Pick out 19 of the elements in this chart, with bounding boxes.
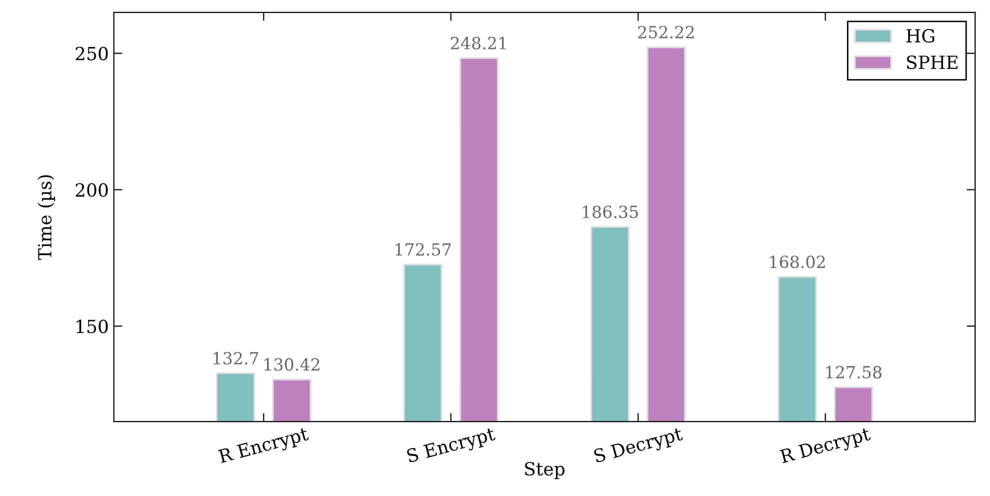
y-tick-label: 200: [76, 183, 108, 197]
data-label: 168.02: [770, 256, 825, 268]
legend-label: SPHE: [906, 55, 958, 70]
x-axis-title: Step: [525, 462, 565, 480]
x-tick-label: S Encrypt: [406, 426, 497, 466]
legend-label: HG: [906, 28, 934, 43]
data-label: 127.58: [826, 366, 882, 378]
y-axis-title: Time (µs): [38, 175, 56, 260]
x-tick-label: S Decrypt: [593, 426, 684, 467]
x-tick-label: R Encrypt: [218, 426, 310, 467]
data-label: 132.7: [214, 352, 258, 365]
data-label: 130.42: [264, 358, 320, 371]
x-tick-label: R Decrypt: [780, 426, 872, 467]
y-tick-label: 150: [76, 320, 108, 334]
data-label: 172.57: [396, 243, 451, 256]
data-label: 186.35: [582, 206, 638, 218]
data-label: 248.21: [450, 36, 506, 50]
data-label: 252.22: [638, 26, 694, 38]
y-tick-label: 250: [76, 46, 108, 60]
